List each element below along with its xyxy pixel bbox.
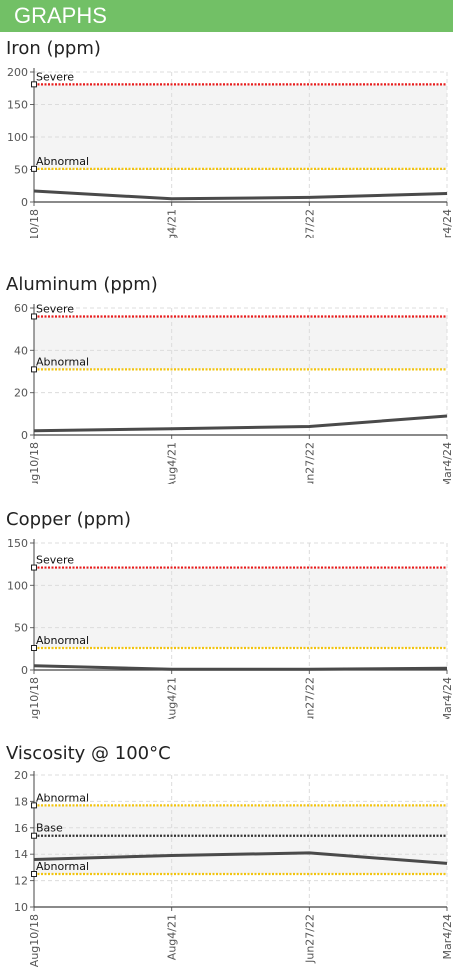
x-tick-label: Aug10/18 (28, 914, 41, 967)
y-tick-label: 14 (14, 848, 28, 861)
x-tick-label: Mar4/24 (441, 442, 453, 484)
x-tick-label: Mar4/24 (441, 209, 453, 238)
reference-label: Abnormal (36, 355, 89, 368)
normal-band (34, 84, 447, 169)
x-tick-label: Aug4/21 (166, 209, 179, 238)
x-tick-label: Aug10/18 (28, 442, 41, 484)
chart-title: Aluminum (ppm) (6, 274, 158, 295)
y-tick-label: 100 (7, 579, 28, 592)
series-line (33, 664, 448, 671)
reference-marker (31, 802, 37, 809)
series-line (33, 414, 448, 433)
reference-label: Severe (36, 70, 74, 83)
series-line (33, 851, 448, 865)
y-tick-label: 10 (14, 901, 28, 914)
y-tick-label: 100 (7, 131, 28, 144)
x-tick-label: Mar4/24 (441, 677, 453, 719)
y-tick-label: 20 (14, 771, 28, 782)
chart-svg: 0 50 100 150 200 Aug10/18 Aug4/21 Jun27/22 Mar4/… (7, 66, 453, 238)
reference-label: Abnormal (36, 860, 89, 873)
x-tick-label: Jun27/22 (303, 442, 316, 484)
y-tick-label: 60 (14, 302, 28, 315)
chart-svg: 10 12 14 16 18 20 Aug10/18 Aug4/21 Jun27/22 Mar4/… (14, 771, 453, 967)
y-tick-label: 200 (7, 66, 28, 79)
normal-band (34, 805, 447, 874)
reference-marker (31, 644, 37, 651)
normal-band (34, 316, 447, 370)
reference-marker (31, 564, 37, 571)
y-tick-label: 150 (7, 537, 28, 550)
aluminum-chart: Aluminum (ppm) 0 20 40 60 Aug10/18 Aug4/21 Jun… (0, 274, 453, 484)
viscosity-chart: Viscosity @ 100°C 10 12 14 16 18 20 Aug10/18 Au… (0, 743, 453, 971)
y-tick-label: 0 (21, 196, 28, 209)
y-tick-label: 40 (14, 344, 28, 357)
x-tick-label: Mar4/24 (441, 914, 453, 959)
normal-band (34, 567, 447, 648)
graphs-header: GRAPHS (0, 0, 453, 32)
series-line (33, 189, 448, 201)
reference-marker (31, 313, 37, 320)
reference-label: Base (36, 822, 63, 835)
y-tick-label: 150 (7, 99, 28, 112)
reference-label: Abnormal (36, 791, 89, 804)
reference-marker (31, 81, 37, 88)
y-tick-label: 0 (21, 429, 28, 442)
x-tick-label: Jun27/22 (303, 677, 316, 719)
reference-marker (31, 165, 37, 172)
reference-marker (31, 832, 37, 839)
y-tick-label: 50 (14, 164, 28, 177)
chart-title: Iron (ppm) (6, 38, 101, 59)
reference-marker (31, 366, 37, 373)
reference-label: Abnormal (36, 155, 89, 168)
reference-label: Severe (36, 302, 74, 315)
chart-svg: 0 50 100 150 Aug10/18 Aug4/21 Jun27/22 Mar4/24 S… (7, 537, 453, 719)
x-tick-label: Aug10/18 (28, 209, 41, 238)
chart-title: Viscosity @ 100°C (6, 743, 171, 764)
x-tick-label: Jun27/22 (303, 914, 316, 964)
y-tick-label: 16 (14, 822, 28, 835)
y-tick-label: 20 (14, 387, 28, 400)
y-tick-label: 50 (14, 622, 28, 635)
x-tick-label: Aug10/18 (28, 677, 41, 719)
x-tick-label: Aug4/21 (166, 442, 179, 484)
y-tick-label: 12 (14, 875, 28, 888)
y-tick-label: 0 (21, 664, 28, 677)
iron-chart: Iron (ppm) 0 50 100 150 200 Aug10/18 Aug4/21 Ju… (0, 38, 453, 238)
x-tick-label: Aug4/21 (166, 677, 179, 719)
chart-title: Copper (ppm) (6, 509, 132, 530)
chart-svg: 0 20 40 60 Aug10/18 Aug4/21 Jun27/22 Mar4/24 Sev… (14, 302, 453, 484)
reference-label: Severe (36, 554, 74, 567)
copper-chart: Copper (ppm) 0 50 100 150 Aug10/18 Aug4/21 Jun… (0, 509, 453, 719)
reference-marker (31, 871, 37, 877)
y-tick-label: 18 (14, 795, 28, 808)
x-tick-label: Jun27/22 (303, 209, 316, 238)
x-tick-label: Aug4/21 (166, 914, 179, 960)
reference-label: Abnormal (36, 634, 89, 647)
